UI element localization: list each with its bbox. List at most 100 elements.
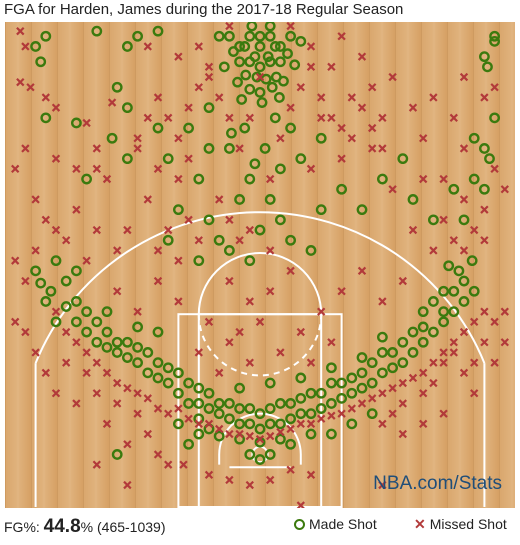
- made-shot-marker: [234, 403, 246, 414]
- missed-shot-marker: [490, 358, 499, 367]
- missed-shot-marker: [133, 307, 142, 316]
- missed-shot-marker: [408, 373, 418, 383]
- missed-shot-marker: [41, 215, 50, 225]
- missed-shot-marker: [184, 103, 193, 112]
- made-shot-marker: [254, 61, 266, 73]
- made-shot-marker: [213, 398, 225, 409]
- made-shot-marker: [244, 418, 256, 430]
- missed-shot-marker: [327, 338, 336, 347]
- missed-shot-marker: [113, 246, 122, 255]
- missed-shot-marker: [153, 93, 163, 102]
- missed-shot-marker: [470, 317, 479, 327]
- made-shot-marker: [132, 321, 144, 333]
- made-shot-marker: [226, 127, 237, 139]
- missed-shot-marker: [225, 215, 234, 225]
- missed-shot-marker: [21, 327, 30, 337]
- made-shot-marker: [264, 30, 276, 42]
- missed-shot-marker: [51, 154, 61, 163]
- made-shot-marker: [172, 387, 184, 399]
- missed-shot-marker: [327, 62, 336, 72]
- missed-shot-marker: [398, 429, 407, 439]
- missed-shot-marker: [204, 470, 214, 480]
- made-shot-marker: [213, 234, 225, 246]
- missed-shot-marker: [470, 225, 479, 235]
- made-shot-marker: [223, 245, 235, 256]
- missed-shot-marker: [378, 419, 387, 429]
- made-shot-marker: [254, 423, 266, 435]
- made-shot-marker: [172, 204, 184, 216]
- missed-shot-marker: [11, 164, 20, 174]
- made-shot-marker: [162, 362, 174, 374]
- made-shot-marker: [489, 35, 500, 47]
- missed-shot-marker: [41, 93, 50, 102]
- missed-shot-marker: [62, 358, 71, 367]
- made-shot-marker: [397, 153, 409, 165]
- missed-shot-marker: [215, 195, 224, 204]
- made-shot-marker: [172, 367, 184, 379]
- missed-shot-marker: [245, 431, 254, 441]
- made-shot-marker: [244, 30, 256, 42]
- made-shot-marker: [45, 285, 57, 297]
- made-shot-marker: [356, 204, 368, 216]
- missed-shot-marker: [255, 317, 265, 327]
- missed-shot-marker: [357, 103, 367, 112]
- made-shot-marker: [101, 306, 113, 318]
- missed-shot-marker: [306, 62, 316, 72]
- missed-shot-marker: [133, 144, 142, 153]
- missed-shot-marker: [306, 419, 316, 429]
- made-shot-marker: [285, 398, 296, 409]
- missed-shot-marker: [266, 475, 275, 485]
- made-shot-marker: [315, 403, 327, 414]
- missed-shot-marker: [16, 77, 25, 87]
- made-shot-marker: [325, 362, 337, 374]
- missed-shot-marker: [113, 287, 122, 296]
- missed-shot-marker: [490, 83, 499, 92]
- missed-shots-layer: [11, 22, 509, 508]
- missed-shot-marker: [31, 246, 40, 255]
- missed-shot-marker: [327, 113, 336, 123]
- made-shot-marker: [132, 357, 144, 369]
- made-shot-marker: [111, 336, 123, 348]
- made-shot-marker: [427, 326, 439, 338]
- made-shot-marker: [223, 413, 235, 425]
- missed-shot-marker: [470, 389, 479, 398]
- missed-shot-marker: [459, 246, 469, 255]
- made-shot-marker: [203, 102, 215, 114]
- missed-shot-marker: [398, 399, 407, 408]
- made-shot-marker: [91, 25, 103, 37]
- missed-shot-marker: [62, 236, 71, 245]
- made-shot-marker: [91, 336, 103, 348]
- made-shot-marker: [223, 30, 235, 42]
- missed-shot-marker: [72, 399, 81, 408]
- made-shot-marker: [482, 61, 493, 73]
- made-shot-marker: [484, 153, 495, 165]
- missed-shot-marker: [266, 174, 275, 184]
- made-shot-marker: [356, 352, 368, 363]
- made-shot-marker: [101, 326, 113, 338]
- made-shot-marker: [71, 265, 82, 277]
- made-shot-marker: [325, 377, 337, 389]
- legend-missed: ✕ Missed Shot: [414, 516, 507, 533]
- missed-shot-marker: [398, 378, 407, 388]
- made-shot-marker: [71, 316, 82, 328]
- made-shot-marker: [244, 83, 256, 95]
- missed-shot-marker: [286, 22, 295, 31]
- made-shot-marker: [448, 306, 460, 318]
- watermark: NBA.com/Stats: [373, 473, 502, 494]
- made-shot-marker: [183, 377, 195, 389]
- made-shot-marker: [269, 41, 281, 52]
- missed-shot-marker: [174, 52, 183, 61]
- missed-shot-marker: [72, 164, 81, 174]
- missed-shot-marker: [21, 276, 30, 286]
- made-shot-marker: [264, 403, 276, 414]
- made-shot-marker: [193, 173, 205, 185]
- fg-value: 44.8: [43, 516, 81, 537]
- made-shot-marker: [325, 428, 337, 440]
- missed-shot-marker: [113, 378, 122, 388]
- missed-shot-marker: [378, 480, 387, 490]
- made-shot-marker: [315, 204, 327, 216]
- made-shot-marker: [295, 372, 307, 384]
- made-shot-marker: [315, 132, 327, 144]
- made-shot-marker: [438, 285, 449, 297]
- missed-shot-marker: [306, 470, 316, 480]
